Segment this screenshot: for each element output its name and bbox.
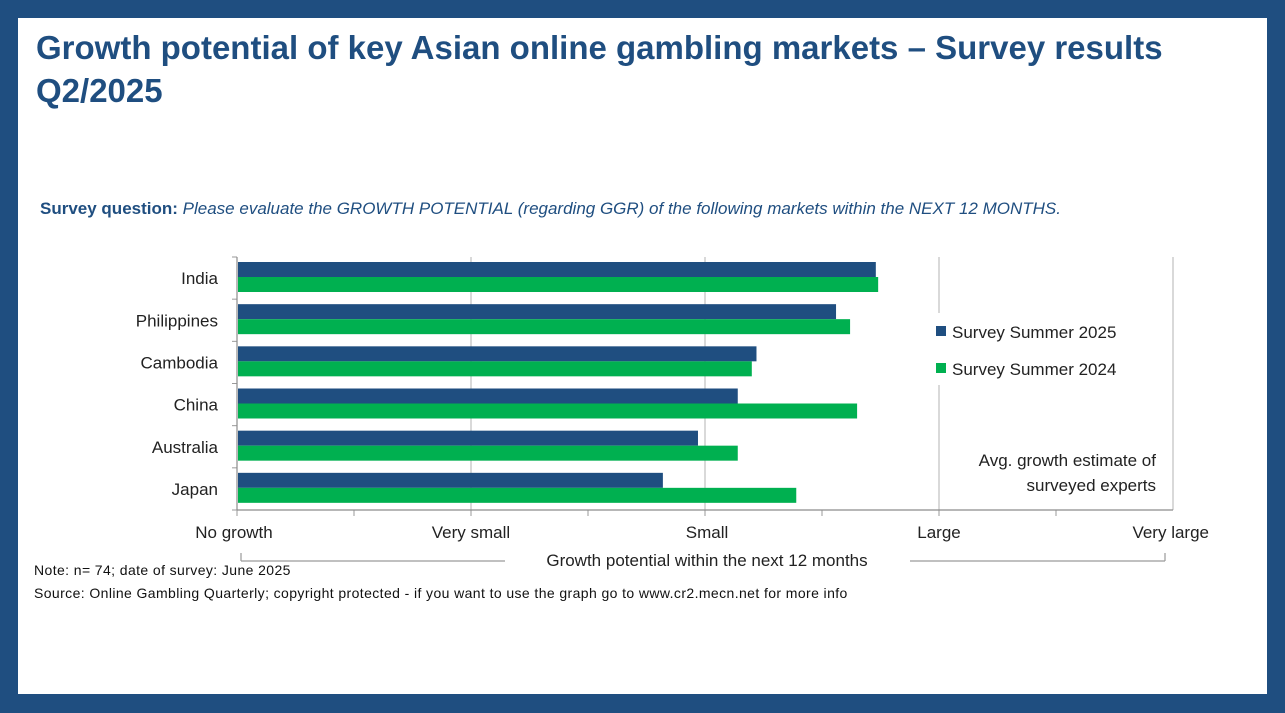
category-labels: India Philippines Cambodia China Australia Ja… [136,269,219,499]
bar-cambodia-2024 [238,361,752,377]
bar-japan-2024 [238,487,797,503]
survey-question-text: Please evaluate the GROWTH POTENTIAL (re… [182,199,1061,218]
legend-label: Survey Summer 2025 [952,323,1116,342]
page-title: Growth potential of key Asian online gam… [36,26,1216,112]
survey-question-label: Survey question: [40,199,178,218]
bar-china-2024 [238,403,858,419]
title-line-2: Q2/2025 [36,72,163,109]
legend-swatch [936,326,946,336]
note: Note: n= 74; date of survey: June 2025 [34,562,291,578]
annotation-line: surveyed experts [1027,476,1156,495]
bar-philippines-2024 [238,319,851,335]
source: Source: Online Gambling Quarterly; copyr… [34,585,848,601]
category-label: Philippines [136,311,218,330]
chart-annotation: Avg. growth estimate of surveyed experts [979,451,1157,495]
bar-japan-2025 [238,472,663,488]
x-tick-label: No growth [195,523,272,542]
annotation-line: Avg. growth estimate of [979,451,1157,470]
x-tick-labels: No growth Very small Small Large Very large [195,523,1209,542]
bar-india-2025 [238,262,876,277]
x-tick-label: Very small [432,523,510,542]
category-label: Japan [172,480,218,499]
x-tick-label: Very large [1132,523,1209,542]
legend: Survey Summer 2025 Survey Summer 2024 [936,323,1116,379]
category-label: Cambodia [141,353,219,372]
bar-australia-2025 [238,430,698,446]
bar-philippines-2025 [238,304,837,320]
annotation-background [945,448,1163,498]
legend-swatch [936,363,946,373]
x-tick-label: Small [686,523,729,542]
legend-background [928,313,1138,385]
category-label: India [181,269,218,288]
bar-australia-2024 [238,445,738,461]
category-label: Australia [152,438,219,457]
bar-india-2024 [238,277,879,292]
bar-cambodia-2025 [238,346,757,362]
chart-bars [238,262,879,503]
survey-question: Survey question: Please evaluate the GRO… [40,199,1061,219]
x-tick-label: Large [917,523,960,542]
bar-china-2025 [238,388,738,404]
x-axis-label: Growth potential within the next 12 mont… [546,551,867,570]
chart-grid [232,256,1174,516]
category-label: China [174,396,219,415]
x-axis-label-group: Growth potential within the next 12 mont… [240,551,1166,570]
title-line-1: Growth potential of key Asian online gam… [36,29,1163,66]
legend-label: Survey Summer 2024 [952,360,1116,379]
